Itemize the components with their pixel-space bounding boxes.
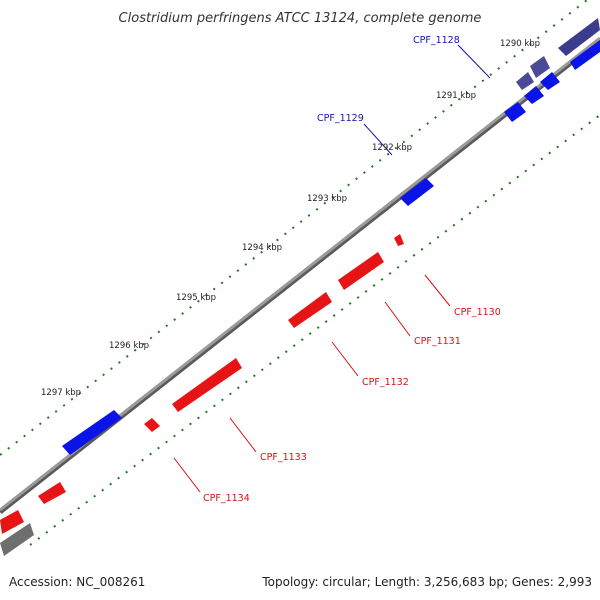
gene-reverse-2[interactable] xyxy=(338,252,384,290)
topology-text: Topology: circular; Length: 3,256,683 bp… xyxy=(261,575,592,589)
leader-cpf1131 xyxy=(384,301,411,337)
gene-label-cpf1130[interactable]: CPF_1130 xyxy=(454,307,501,318)
gene-label-cpf1131[interactable]: CPF_1131 xyxy=(414,336,461,347)
tick-label-1291: 1291 kbp xyxy=(436,91,476,101)
map-title: Clostridium perfringens ATCC 13124, comp… xyxy=(119,11,482,26)
gene-label-cpf1134[interactable]: CPF_1134 xyxy=(203,493,250,504)
gene-forward-1[interactable] xyxy=(570,40,600,70)
tick-label-1293: 1293 kbp xyxy=(307,194,347,204)
gene-forward-4[interactable] xyxy=(504,102,526,122)
tick-label-1292: 1292 kbp xyxy=(372,143,412,153)
gene-reverse-7[interactable] xyxy=(0,510,24,534)
tick-label-1294: 1294 kbp xyxy=(242,243,282,253)
gene-forward-5[interactable] xyxy=(400,178,434,206)
gene-label-cpf1133[interactable]: CPF_1133 xyxy=(260,452,307,463)
gene-other-top-right[interactable] xyxy=(558,18,600,56)
gene-other-top-right-3[interactable] xyxy=(530,56,550,78)
gene-forward-6[interactable] xyxy=(62,410,122,455)
leader-cpf1130 xyxy=(424,274,451,307)
gene-other-top-right-2[interactable] xyxy=(516,72,534,90)
leader-cpf1132 xyxy=(331,341,359,377)
accession-text: Accession: NC_008261 xyxy=(9,575,145,589)
inner-tick-ring xyxy=(29,114,600,546)
leader-cpf1129 xyxy=(363,123,393,156)
gene-reverse-4[interactable] xyxy=(172,358,242,412)
leader-cpf1133 xyxy=(229,417,257,453)
tick-label-1297: 1297 kbp xyxy=(41,388,81,398)
leader-cpf1134 xyxy=(173,457,201,493)
gene-label-cpf1129[interactable]: CPF_1129 xyxy=(317,113,364,124)
gene-label-cpf1132[interactable]: CPF_1132 xyxy=(362,377,409,388)
gene-reverse-3[interactable] xyxy=(288,292,332,328)
gene-forward-3[interactable] xyxy=(524,86,544,104)
tick-label-1290: 1290 kbp xyxy=(500,39,540,49)
gene-label-cpf1128[interactable]: CPF_1128 xyxy=(413,35,460,46)
gene-forward-2[interactable] xyxy=(540,72,560,90)
gene-reverse-5[interactable] xyxy=(144,418,160,432)
gene-reverse-6[interactable] xyxy=(38,482,66,504)
tick-label-1295: 1295 kbp xyxy=(176,293,216,303)
gene-reverse-1[interactable] xyxy=(394,234,404,246)
gene-other-bottom-left[interactable] xyxy=(0,523,34,556)
outer-tick-ring xyxy=(0,0,589,456)
tick-label-1296: 1296 kbp xyxy=(109,341,149,351)
leader-cpf1128 xyxy=(457,44,491,79)
